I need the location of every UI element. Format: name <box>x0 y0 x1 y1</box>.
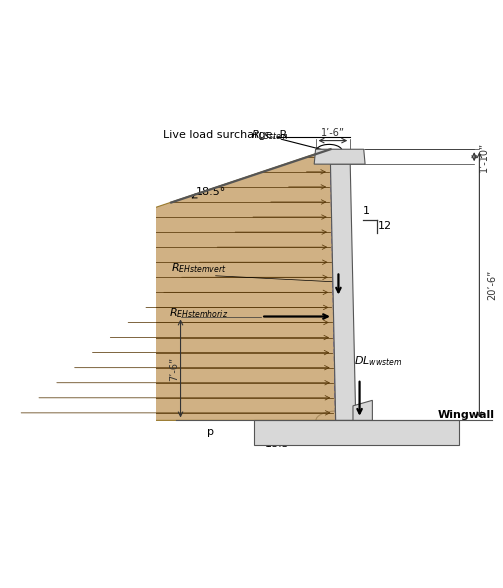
Text: $R_{EHstemvert}$: $R_{EHstemvert}$ <box>171 261 227 275</box>
Polygon shape <box>0 149 336 420</box>
Polygon shape <box>330 164 356 420</box>
Polygon shape <box>330 149 349 420</box>
Text: 1’-10”: 1’-10” <box>479 142 489 172</box>
Text: $R_{EHstemhoriz}$: $R_{EHstemhoriz}$ <box>170 306 229 320</box>
Text: toe: toe <box>438 429 458 439</box>
Text: Live load surcharge, R: Live load surcharge, R <box>163 131 288 141</box>
Text: 3’-2 1/2”: 3’-2 1/2” <box>324 432 367 442</box>
Text: p: p <box>207 427 214 437</box>
Text: 18.5°: 18.5° <box>265 439 295 449</box>
Text: 1: 1 <box>363 206 370 216</box>
Text: 12: 12 <box>378 222 392 232</box>
Polygon shape <box>255 420 459 445</box>
Text: $R_{LSstem}$: $R_{LSstem}$ <box>251 129 289 142</box>
Text: 7’-6”: 7’-6” <box>169 356 179 380</box>
Text: $DL_{wwstem}$: $DL_{wwstem}$ <box>355 355 403 369</box>
Polygon shape <box>353 400 372 420</box>
Text: 20’-6”: 20’-6” <box>487 270 497 300</box>
Text: Wingwall: Wingwall <box>438 410 495 420</box>
Polygon shape <box>314 149 365 164</box>
Text: 18.5°: 18.5° <box>196 187 226 197</box>
Text: 1’-6”: 1’-6” <box>321 128 345 138</box>
